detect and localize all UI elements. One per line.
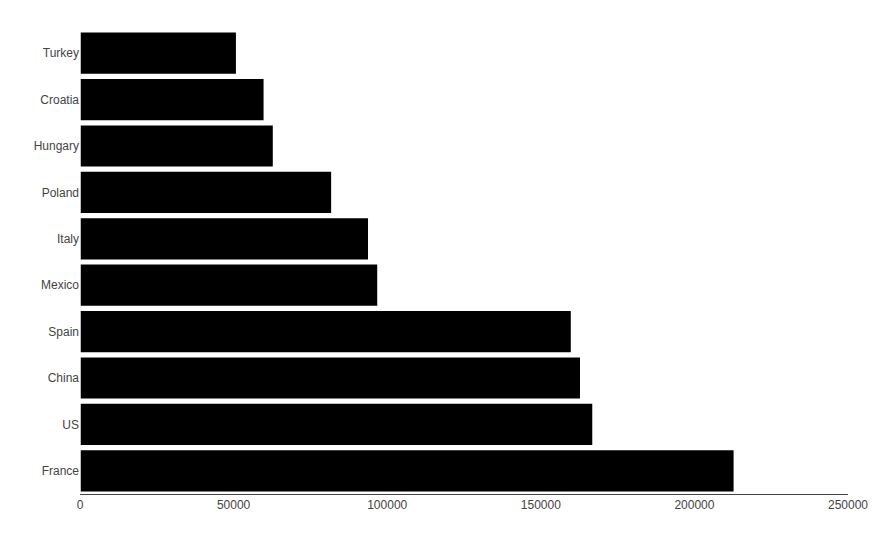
svg-text:250000: 250000 <box>828 498 868 512</box>
svg-text:200000: 200000 <box>674 498 714 512</box>
svg-text:Mexico: Mexico <box>41 278 79 292</box>
svg-text:50000: 50000 <box>217 498 251 512</box>
svg-text:Hungary: Hungary <box>34 139 79 153</box>
svg-text:100000: 100000 <box>367 498 407 512</box>
svg-text:0: 0 <box>77 498 84 512</box>
svg-text:France: France <box>42 464 80 478</box>
svg-text:Croatia: Croatia <box>40 93 79 107</box>
svg-text:China: China <box>48 371 80 385</box>
svg-text:Italy: Italy <box>57 232 79 246</box>
svg-text:Spain: Spain <box>48 325 79 339</box>
svg-text:US: US <box>62 418 79 432</box>
svg-text:Turkey: Turkey <box>43 46 79 60</box>
svg-text:150000: 150000 <box>521 498 561 512</box>
svg-text:Poland: Poland <box>42 186 79 200</box>
